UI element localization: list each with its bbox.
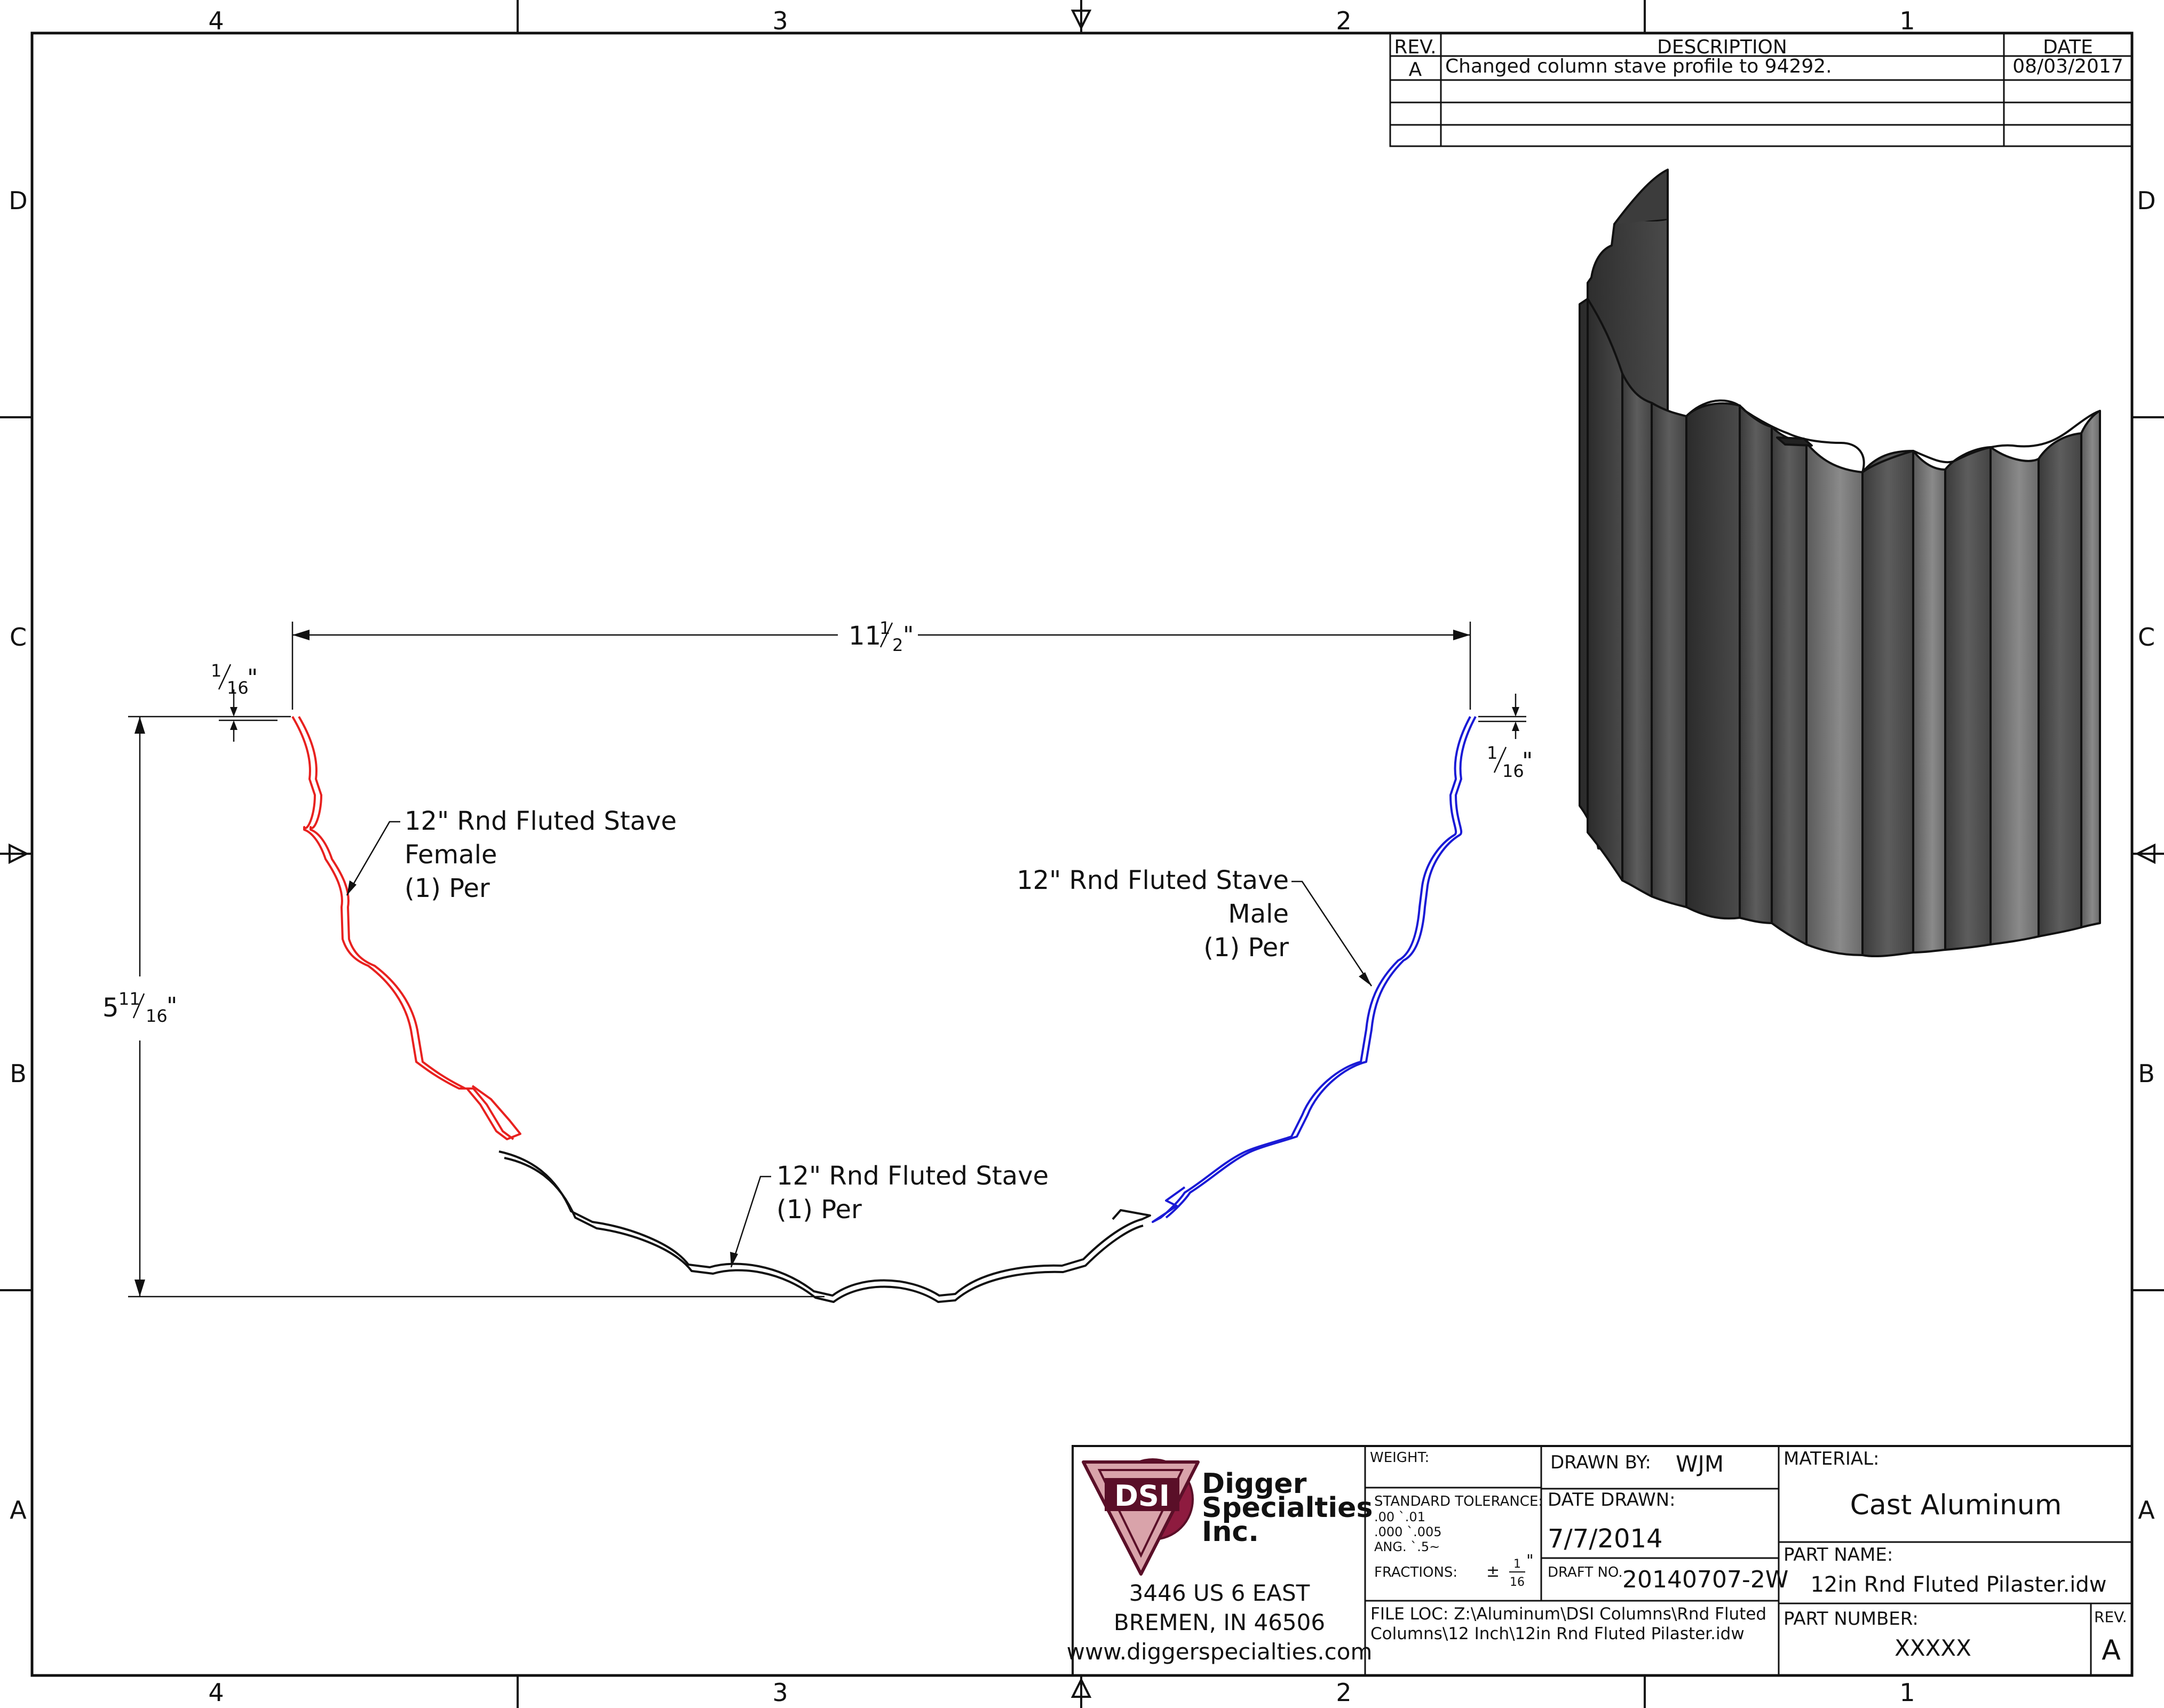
dimension-height-whole: 5 bbox=[102, 993, 119, 1023]
zone-col-label: 4 bbox=[208, 6, 224, 35]
revision-table: REV. DESCRIPTION DATE A Changed column s… bbox=[1389, 32, 2133, 147]
dimension-height-num: 11 bbox=[118, 989, 140, 1009]
drawn-by-label: DRAWN BY: bbox=[1550, 1452, 1651, 1473]
rev-label: REV. bbox=[2094, 1608, 2127, 1626]
rev-value: A bbox=[2102, 1634, 2121, 1666]
callout-center: 12" Rnd Fluted Stave (1) Per bbox=[730, 1161, 1049, 1268]
zone-row-label: A bbox=[10, 1496, 27, 1524]
zone-row-label: A bbox=[2138, 1496, 2155, 1524]
part-number-label: PART NUMBER: bbox=[1783, 1608, 1919, 1630]
zone-col-label: 1 bbox=[1899, 6, 1915, 35]
description-cell: Changed column stave profile to 94292. bbox=[1445, 55, 1832, 77]
fractions-label: FRACTIONS: bbox=[1374, 1564, 1457, 1580]
dimension-gap-left: 1 16 " bbox=[211, 661, 278, 742]
zone-row-label: C bbox=[2138, 623, 2155, 652]
callout-male-line2: Male bbox=[1228, 899, 1289, 929]
zone-row-label: C bbox=[10, 623, 27, 652]
description-header: DESCRIPTION bbox=[1657, 36, 1787, 58]
material-label: MATERIAL: bbox=[1783, 1448, 1880, 1469]
company-name-line3: Inc. bbox=[1202, 1516, 1259, 1548]
company-name-line1: Digger bbox=[1202, 1468, 1307, 1500]
company-address-line2: BREMEN, IN 46506 bbox=[1114, 1609, 1325, 1635]
tolerance-line: ANG. `.5~ bbox=[1374, 1539, 1440, 1554]
rev-header: REV. bbox=[1394, 36, 1436, 58]
dimension-gap-left-num: 1 bbox=[211, 661, 221, 681]
zone-col-label: 2 bbox=[1336, 6, 1351, 35]
tolerance-label: STANDARD TOLERANCE: bbox=[1374, 1493, 1543, 1510]
dimension-gap-right: 1 16 " bbox=[1478, 694, 1533, 781]
rev-cell: A bbox=[1409, 59, 1422, 81]
dimension-height: 5 11 16 " bbox=[102, 716, 825, 1298]
date-drawn-value: 7/7/2014 bbox=[1548, 1524, 1663, 1554]
callout-center-line1: 12" Rnd Fluted Stave bbox=[776, 1161, 1049, 1191]
zone-labels: 4 3 2 1 4 3 2 1 D C B A D C B A bbox=[9, 6, 2155, 1707]
zone-col-label: 1 bbox=[1899, 1678, 1915, 1707]
zone-col-label: 3 bbox=[772, 6, 788, 35]
file-location-line1: FILE LOC: Z:\Aluminum\DSI Columns\Rnd Fl… bbox=[1370, 1604, 1766, 1624]
dimension-gap-right-num: 1 bbox=[1487, 743, 1497, 763]
zone-row-label: D bbox=[2137, 186, 2155, 215]
zone-row-label: B bbox=[10, 1059, 27, 1088]
dimension-gap-right-unit: " bbox=[1522, 748, 1533, 775]
fractions-den: 16 bbox=[1510, 1576, 1525, 1589]
draft-no-label: DRAFT NO. bbox=[1548, 1564, 1623, 1580]
company-website: www.diggerspecialties.com bbox=[1067, 1639, 1373, 1665]
dimension-width: 11 1 2 " bbox=[291, 618, 1471, 710]
callout-male: 12" Rnd Fluted Stave Male (1) Per bbox=[1017, 865, 1373, 987]
isometric-render bbox=[1579, 169, 2101, 958]
company-address-line1: 3446 US 6 EAST bbox=[1129, 1580, 1310, 1606]
tolerance-line: .00 `.01 bbox=[1374, 1510, 1425, 1524]
fractions-num: 1 bbox=[1513, 1558, 1521, 1571]
dimension-width-unit: " bbox=[903, 622, 914, 649]
title-block bbox=[1072, 1445, 2133, 1677]
part-name-label: PART NAME: bbox=[1783, 1544, 1893, 1566]
drawn-by-value: WJM bbox=[1676, 1451, 1724, 1477]
callout-female-line1: 12" Rnd Fluted Stave bbox=[405, 806, 677, 836]
company-logo: DSI bbox=[1082, 1458, 1200, 1576]
callout-female-line2: Female bbox=[405, 840, 497, 870]
tolerance-line: .000 `.005 bbox=[1374, 1524, 1442, 1539]
callout-center-line2: (1) Per bbox=[776, 1195, 862, 1225]
dimension-width-den: 2 bbox=[892, 635, 903, 655]
dimension-width-whole: 11 bbox=[849, 621, 881, 651]
dimension-height-den: 16 bbox=[146, 1006, 168, 1026]
callout-female: 12" Rnd Fluted Stave Female (1) Per bbox=[346, 806, 677, 903]
file-location-line2: Columns\12 Inch\12in Rnd Fluted Pilaster… bbox=[1370, 1624, 1745, 1643]
zone-col-label: 3 bbox=[772, 1678, 788, 1707]
dimension-height-unit: " bbox=[167, 992, 177, 1020]
weight-label: WEIGHT: bbox=[1370, 1450, 1429, 1466]
callout-female-line3: (1) Per bbox=[405, 873, 490, 903]
part-name-value: 12in Rnd Fluted Pilaster.idw bbox=[1810, 1572, 2106, 1597]
company-name-line2: Specialties bbox=[1202, 1492, 1373, 1524]
zone-row-label: B bbox=[2138, 1059, 2155, 1088]
logo-text: DSI bbox=[1114, 1479, 1170, 1513]
dimension-gap-right-den: 16 bbox=[1502, 761, 1524, 781]
dimension-gap-left-unit: " bbox=[247, 664, 258, 692]
center-stave-profile bbox=[498, 1150, 1151, 1303]
zone-col-label: 2 bbox=[1336, 1678, 1351, 1707]
date-drawn-label: DATE DRAWN: bbox=[1548, 1489, 1676, 1511]
date-cell: 08/03/2017 bbox=[2012, 55, 2123, 77]
female-stave-profile bbox=[291, 716, 521, 1140]
zone-col-label: 4 bbox=[208, 1678, 224, 1707]
fractions-plus-minus: ± bbox=[1486, 1562, 1500, 1581]
male-stave-profile bbox=[1152, 716, 1477, 1223]
material-value: Cast Aluminum bbox=[1850, 1489, 2062, 1521]
callout-male-line3: (1) Per bbox=[1203, 933, 1289, 963]
part-number-value: XXXXX bbox=[1895, 1635, 1971, 1661]
dimension-width-num: 1 bbox=[879, 618, 890, 638]
callout-male-line1: 12" Rnd Fluted Stave bbox=[1017, 865, 1289, 895]
date-header: DATE bbox=[2043, 36, 2093, 58]
draft-no-value: 20140707-2W bbox=[1622, 1566, 1788, 1593]
fractions-unit: " bbox=[1526, 1552, 1534, 1570]
zone-row-label: D bbox=[9, 186, 27, 215]
dimension-gap-left-den: 16 bbox=[227, 678, 249, 698]
